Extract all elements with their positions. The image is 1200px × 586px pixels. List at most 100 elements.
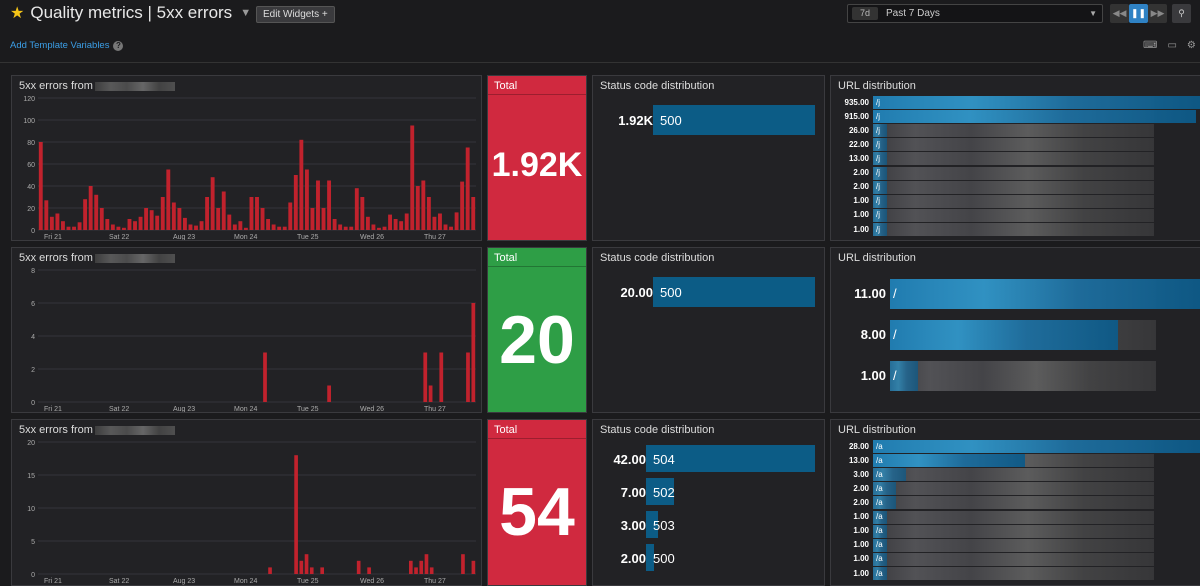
error-bar[interactable] [155,215,160,230]
error-bar[interactable] [426,197,431,230]
error-bar[interactable] [205,197,210,230]
rewind-icon[interactable]: ◀◀ [1110,4,1129,23]
timeseries-panel[interactable]: 5xx errors from 0 2 4 6 8 Fri 21 Sat 22 Aug 23 Mo… [11,247,482,413]
status-bar[interactable] [646,511,658,538]
error-bar[interactable] [404,213,409,231]
url-bar[interactable] [873,222,887,236]
error-bar[interactable] [210,177,215,230]
timeseries-panel[interactable]: 5xx errors from 0 20 40 60 80 100 120 Fri 21 Sat … [11,75,482,241]
status-code-panel[interactable]: Status code distribution 20.00 500 [592,247,825,413]
error-bar[interactable] [316,180,320,231]
status-row[interactable]: 7.00 502 [593,478,824,505]
url-bar[interactable] [873,440,1200,453]
error-bar[interactable] [466,352,470,403]
url-bar[interactable] [873,468,906,482]
total-panel[interactable]: Total 54 [487,419,587,586]
error-bar[interactable] [399,221,404,230]
url-row[interactable]: 13.00/j [831,152,1200,166]
error-bar[interactable] [160,197,165,230]
total-panel[interactable]: Total 20 [487,247,587,413]
error-bar[interactable] [443,224,448,231]
error-bar[interactable] [227,214,232,230]
error-bar[interactable] [439,352,444,403]
error-bar[interactable] [471,303,476,402]
error-bar[interactable] [438,213,442,231]
error-bar[interactable] [177,208,182,230]
url-bar[interactable] [890,361,919,391]
error-bar[interactable] [382,226,387,230]
error-bar[interactable] [133,221,137,230]
error-bar[interactable] [94,194,99,230]
error-bar[interactable] [338,224,343,231]
url-row[interactable]: 1.00/j [831,222,1200,236]
pause-icon[interactable]: ❚❚ [1129,4,1148,23]
error-bar[interactable] [294,455,298,574]
status-row[interactable]: 42.00 504 [593,445,824,472]
error-bar[interactable] [454,212,459,230]
error-bar[interactable] [38,142,43,230]
status-bar[interactable] [646,544,655,571]
error-bar[interactable] [449,226,453,230]
error-bar[interactable] [105,219,110,230]
url-bar[interactable] [873,454,1025,468]
error-bar[interactable] [309,567,314,574]
url-row[interactable]: 1.00/j [831,208,1200,222]
error-bar[interactable] [249,197,254,230]
error-bar[interactable] [304,169,309,231]
url-row[interactable]: 1.00 / [831,361,1200,391]
error-bar[interactable] [277,226,282,230]
error-bar[interactable] [327,180,332,231]
error-bar[interactable] [44,200,49,230]
status-bar[interactable] [653,277,815,307]
error-bar[interactable] [243,227,248,230]
edit-widgets-button[interactable]: Edit Widgets + [256,6,335,23]
url-row[interactable]: 915.00/j [831,110,1200,124]
error-bar[interactable] [321,208,326,230]
error-bar[interactable] [343,226,348,230]
error-bar[interactable] [332,219,337,230]
error-bar[interactable] [356,560,361,574]
error-bar[interactable] [182,217,187,230]
error-bar[interactable] [388,214,393,230]
url-bar[interactable] [873,496,897,510]
error-bar[interactable] [419,560,424,574]
url-bar[interactable] [873,510,887,524]
error-bar[interactable] [194,225,198,230]
error-bar[interactable] [471,197,476,230]
error-bar[interactable] [138,216,143,230]
url-row[interactable]: 11.00 / [831,279,1200,309]
error-bar[interactable] [144,208,149,230]
error-bar[interactable] [320,567,325,574]
url-bar[interactable] [873,524,887,538]
url-row[interactable]: 1.00/j [831,194,1200,208]
error-bar[interactable] [310,208,315,230]
error-bar[interactable] [461,554,465,574]
add-template-variables-link[interactable]: Add Template Variables? [10,40,124,51]
error-bar[interactable] [460,181,465,230]
url-bar[interactable] [873,482,897,496]
error-bar[interactable] [471,560,476,574]
error-bar[interactable] [255,197,259,230]
url-row[interactable]: 3.00/a [831,468,1200,482]
error-bar[interactable] [99,208,104,230]
error-bar[interactable] [61,221,65,230]
time-range-select[interactable]: 7d Past 7 Days ▼ [847,4,1103,23]
error-bar[interactable] [393,219,398,230]
error-bar[interactable] [421,180,426,231]
url-bar[interactable] [873,124,887,138]
error-bar[interactable] [282,226,287,230]
error-bar[interactable] [127,219,132,230]
error-bar[interactable] [428,385,433,403]
url-row[interactable]: 8.00 / [831,320,1200,350]
error-bar[interactable] [263,352,267,403]
error-bar[interactable] [408,560,413,574]
error-bar[interactable] [232,224,237,231]
url-bar[interactable] [873,538,887,552]
error-bar[interactable] [88,186,93,230]
error-bar[interactable] [149,210,154,230]
total-panel[interactable]: Total 1.92K [487,75,587,241]
error-bar[interactable] [371,224,376,231]
error-bar[interactable] [121,227,126,230]
status-row[interactable]: 3.00 503 [593,511,824,538]
error-bar[interactable] [166,169,171,231]
